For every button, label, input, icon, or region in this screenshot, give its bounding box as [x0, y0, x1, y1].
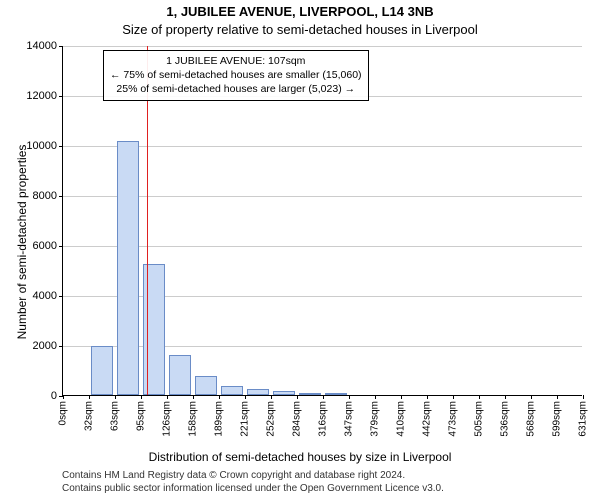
- xtick-mark: [141, 395, 142, 399]
- xtick-label: 95sqm: [136, 401, 147, 431]
- gridline-h: [63, 346, 582, 347]
- ytick-label: 8000: [33, 190, 57, 202]
- ytick-label: 10000: [26, 140, 57, 152]
- xtick-mark: [297, 395, 298, 399]
- xtick-label: 631sqm: [578, 401, 589, 437]
- ytick-label: 4000: [33, 290, 57, 302]
- ytick-label: 6000: [33, 240, 57, 252]
- footer-line-1: Contains HM Land Registry data © Crown c…: [62, 470, 405, 481]
- xtick-mark: [193, 395, 194, 399]
- xtick-mark: [115, 395, 116, 399]
- xtick-label: 536sqm: [500, 401, 511, 437]
- xtick-mark: [219, 395, 220, 399]
- ytick-mark: [59, 46, 63, 47]
- xtick-label: 284sqm: [292, 401, 303, 437]
- annotation-line-1: 1 JUBILEE AVENUE: 107sqm: [110, 54, 362, 68]
- gridline-h: [63, 196, 582, 197]
- xtick-label: 410sqm: [396, 401, 407, 437]
- xtick-mark: [479, 395, 480, 399]
- ytick-mark: [59, 96, 63, 97]
- histogram-bar: [247, 389, 269, 395]
- xtick-mark: [583, 395, 584, 399]
- histogram-bar: [169, 355, 191, 395]
- xtick-label: 32sqm: [84, 401, 95, 431]
- xtick-label: 379sqm: [370, 401, 381, 437]
- xtick-label: 347sqm: [344, 401, 355, 437]
- footer-line-2: Contains public sector information licen…: [62, 483, 444, 494]
- xtick-mark: [557, 395, 558, 399]
- xtick-label: 316sqm: [318, 401, 329, 437]
- gridline-h: [63, 46, 582, 47]
- xtick-label: 158sqm: [188, 401, 199, 437]
- xtick-label: 505sqm: [474, 401, 485, 437]
- histogram-bar: [117, 141, 139, 395]
- xtick-mark: [63, 395, 64, 399]
- annotation-line-2: ← 75% of semi-detached houses are smalle…: [110, 68, 362, 82]
- ytick-mark: [59, 246, 63, 247]
- xtick-label: 568sqm: [526, 401, 537, 437]
- xtick-label: 221sqm: [240, 401, 251, 437]
- ytick-mark: [59, 146, 63, 147]
- histogram-bar: [273, 391, 295, 395]
- xtick-mark: [505, 395, 506, 399]
- xtick-mark: [349, 395, 350, 399]
- xtick-label: 63sqm: [110, 401, 121, 431]
- ytick-mark: [59, 296, 63, 297]
- xtick-mark: [453, 395, 454, 399]
- xtick-mark: [271, 395, 272, 399]
- xtick-label: 442sqm: [422, 401, 433, 437]
- plot-area: 1 JUBILEE AVENUE: 107sqm ← 75% of semi-d…: [62, 46, 582, 396]
- xtick-label: 599sqm: [552, 401, 563, 437]
- y-axis-label: Number of semi-detached properties: [15, 122, 29, 362]
- histogram-bar: [221, 386, 243, 395]
- gridline-h: [63, 296, 582, 297]
- xtick-mark: [401, 395, 402, 399]
- ytick-label: 2000: [33, 340, 57, 352]
- xtick-label: 473sqm: [448, 401, 459, 437]
- histogram-bar: [325, 393, 347, 396]
- histogram-bar: [195, 376, 217, 395]
- xtick-mark: [245, 395, 246, 399]
- xtick-mark: [89, 395, 90, 399]
- ytick-label: 12000: [26, 90, 57, 102]
- histogram-bar: [299, 393, 321, 396]
- annotation-line-3: 25% of semi-detached houses are larger (…: [110, 82, 362, 96]
- gridline-h: [63, 246, 582, 247]
- ytick-label: 0: [51, 390, 57, 402]
- chart-container: 1, JUBILEE AVENUE, LIVERPOOL, L14 3NB Si…: [0, 0, 600, 500]
- ytick-mark: [59, 346, 63, 347]
- xtick-mark: [375, 395, 376, 399]
- xtick-label: 189sqm: [214, 401, 225, 437]
- ytick-label: 14000: [26, 40, 57, 52]
- x-axis-label: Distribution of semi-detached houses by …: [0, 450, 600, 464]
- xtick-mark: [323, 395, 324, 399]
- histogram-bar: [91, 346, 113, 395]
- chart-subtitle: Size of property relative to semi-detach…: [0, 22, 600, 37]
- reference-annotation: 1 JUBILEE AVENUE: 107sqm ← 75% of semi-d…: [103, 50, 369, 101]
- xtick-mark: [427, 395, 428, 399]
- xtick-label: 252sqm: [266, 401, 277, 437]
- xtick-label: 126sqm: [162, 401, 173, 437]
- ytick-mark: [59, 196, 63, 197]
- chart-title: 1, JUBILEE AVENUE, LIVERPOOL, L14 3NB: [0, 4, 600, 19]
- xtick-mark: [531, 395, 532, 399]
- xtick-mark: [167, 395, 168, 399]
- gridline-h: [63, 146, 582, 147]
- xtick-label: 0sqm: [58, 401, 69, 425]
